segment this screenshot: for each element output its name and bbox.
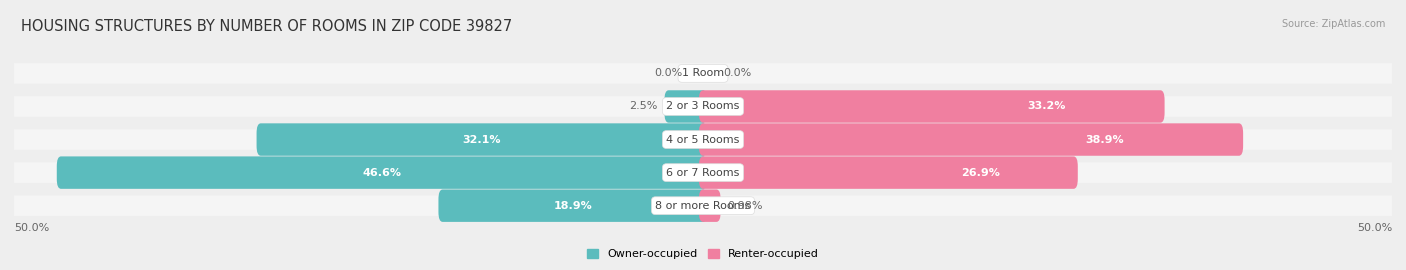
- FancyBboxPatch shape: [256, 123, 707, 156]
- Text: 50.0%: 50.0%: [1357, 223, 1392, 233]
- Text: 2.5%: 2.5%: [628, 102, 658, 112]
- FancyBboxPatch shape: [56, 156, 707, 189]
- Text: Source: ZipAtlas.com: Source: ZipAtlas.com: [1281, 19, 1385, 29]
- Text: 1 Room: 1 Room: [682, 68, 724, 78]
- FancyBboxPatch shape: [14, 129, 1392, 150]
- FancyBboxPatch shape: [699, 190, 721, 222]
- Text: 4 or 5 Rooms: 4 or 5 Rooms: [666, 134, 740, 144]
- FancyBboxPatch shape: [14, 195, 1392, 216]
- Text: HOUSING STRUCTURES BY NUMBER OF ROOMS IN ZIP CODE 39827: HOUSING STRUCTURES BY NUMBER OF ROOMS IN…: [21, 19, 512, 34]
- FancyBboxPatch shape: [439, 190, 707, 222]
- FancyBboxPatch shape: [14, 162, 1392, 183]
- Text: 32.1%: 32.1%: [463, 134, 501, 144]
- Text: 0.98%: 0.98%: [727, 201, 763, 211]
- Text: 0.0%: 0.0%: [654, 68, 682, 78]
- Legend: Owner-occupied, Renter-occupied: Owner-occupied, Renter-occupied: [582, 244, 824, 264]
- FancyBboxPatch shape: [665, 90, 707, 123]
- Text: 33.2%: 33.2%: [1026, 102, 1066, 112]
- Text: 18.9%: 18.9%: [554, 201, 592, 211]
- Text: 46.6%: 46.6%: [363, 168, 402, 178]
- Text: 8 or more Rooms: 8 or more Rooms: [655, 201, 751, 211]
- FancyBboxPatch shape: [14, 63, 1392, 84]
- Text: 38.9%: 38.9%: [1085, 134, 1125, 144]
- Text: 50.0%: 50.0%: [14, 223, 49, 233]
- Text: 0.0%: 0.0%: [724, 68, 752, 78]
- FancyBboxPatch shape: [14, 96, 1392, 117]
- FancyBboxPatch shape: [699, 90, 1164, 123]
- Text: 6 or 7 Rooms: 6 or 7 Rooms: [666, 168, 740, 178]
- Text: 26.9%: 26.9%: [962, 168, 1001, 178]
- FancyBboxPatch shape: [699, 123, 1243, 156]
- Text: 2 or 3 Rooms: 2 or 3 Rooms: [666, 102, 740, 112]
- FancyBboxPatch shape: [699, 156, 1078, 189]
